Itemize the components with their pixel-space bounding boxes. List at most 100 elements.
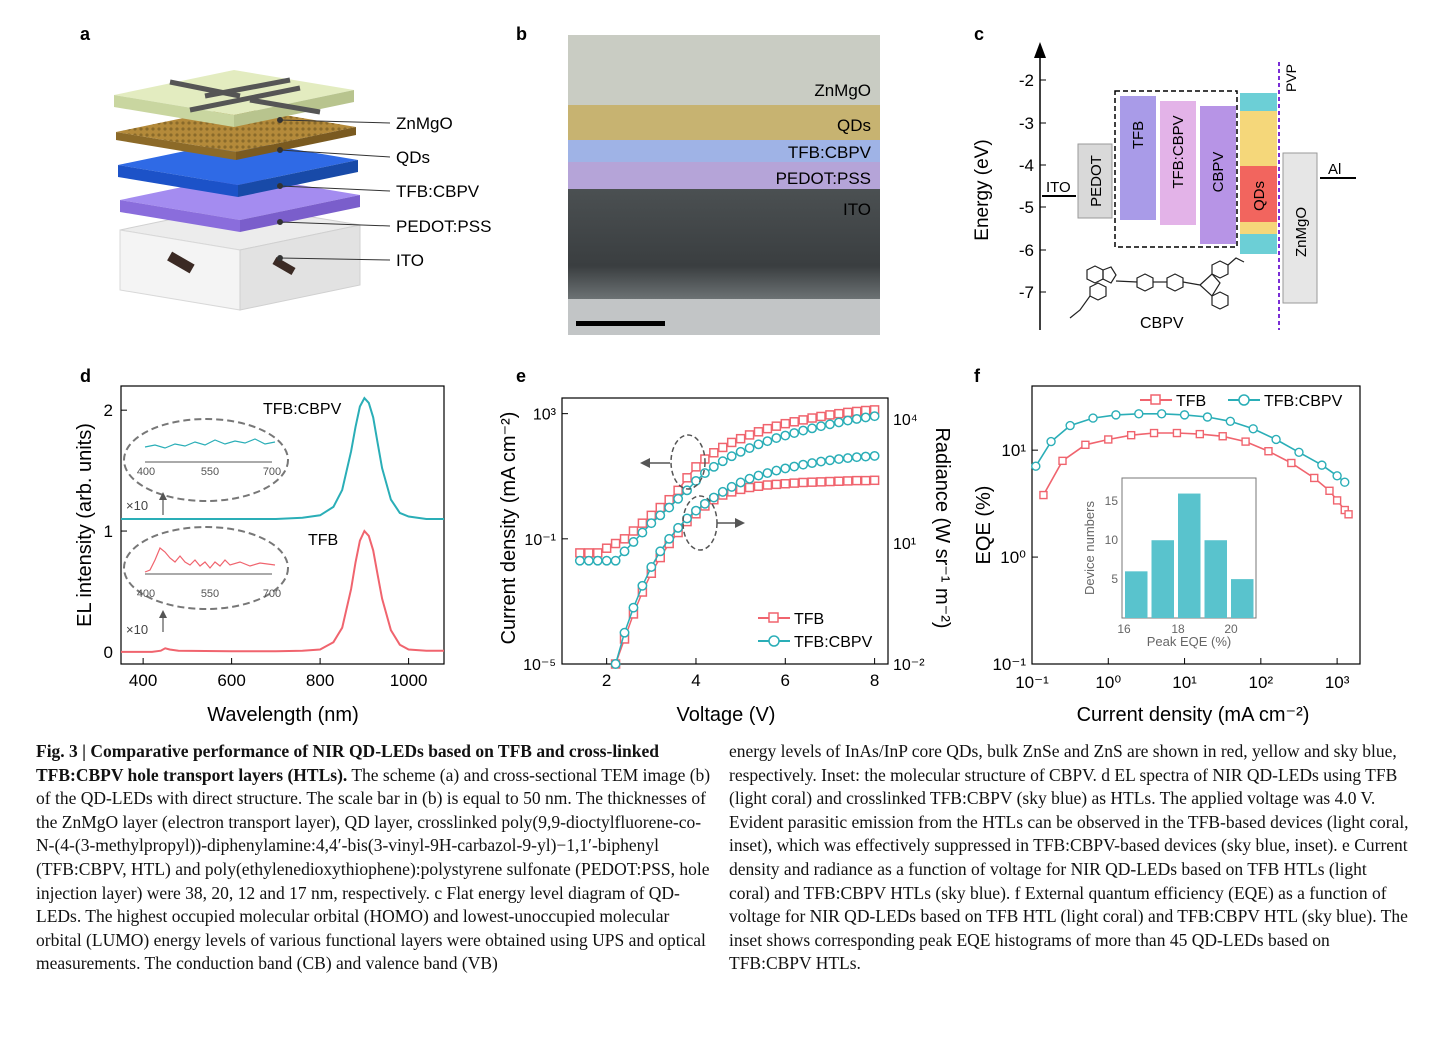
f-point xyxy=(1344,510,1353,519)
d-xtick-label: 800 xyxy=(306,671,334,690)
e-point xyxy=(664,502,675,513)
e-point xyxy=(655,510,666,521)
cbpv-molecule-icon xyxy=(1069,257,1245,319)
e-point xyxy=(610,659,621,669)
e-point xyxy=(843,476,853,486)
svg-text:-6: -6 xyxy=(1019,241,1034,260)
e-point xyxy=(780,418,791,429)
e-plot-area: 2 4 6 8 10⁻⁵ 10⁻¹ 10³ xyxy=(523,405,880,690)
e-xtick-label: 8 xyxy=(870,671,879,690)
e-point xyxy=(646,518,657,529)
e-point xyxy=(592,555,603,566)
f-point xyxy=(1039,490,1048,500)
e-point xyxy=(646,510,657,521)
f-point xyxy=(1271,434,1281,445)
label-ito: ITO xyxy=(396,251,424,270)
panel-a: a Zn xyxy=(80,24,491,311)
e-point xyxy=(744,473,755,484)
e-point xyxy=(699,498,710,509)
f-xtick-label: 10⁰ xyxy=(1095,673,1121,692)
e-point xyxy=(842,453,853,464)
tem-ito xyxy=(568,189,880,299)
inset-tfbcbpv xyxy=(123,418,289,502)
svg-text:-7: -7 xyxy=(1019,283,1034,302)
pedot-layer xyxy=(120,175,360,220)
e-legend: TFB TFB:CBPV xyxy=(758,611,873,651)
e-point xyxy=(807,477,817,487)
d-ylabel: EL intensity (arb. units) xyxy=(74,423,96,627)
svg-text:10: 10 xyxy=(1105,533,1119,547)
e-point xyxy=(619,534,630,544)
inset-bar xyxy=(1204,540,1227,618)
e-point xyxy=(860,451,871,462)
e-point xyxy=(789,461,800,472)
e-point xyxy=(824,455,835,466)
f-point xyxy=(1156,409,1167,419)
label-tfbcbpv: TFB:CBPV xyxy=(396,182,480,201)
e-point xyxy=(655,546,666,557)
tem-label-ito: ITO xyxy=(843,200,871,219)
f-point xyxy=(1172,428,1182,438)
e-point xyxy=(726,451,737,462)
qd-znse-bottom xyxy=(1240,222,1277,234)
tem-znmgo xyxy=(568,35,880,105)
e-point xyxy=(807,413,817,423)
f-point xyxy=(1340,477,1350,487)
e-point xyxy=(673,485,683,496)
e-ylabel-left: Current density (mA cm⁻²) xyxy=(498,412,520,645)
inset-tfb xyxy=(123,526,289,610)
e-point xyxy=(708,492,719,503)
e-point xyxy=(646,562,657,572)
d-xtick-label: 600 xyxy=(217,671,245,690)
f-plot-area: 10⁻¹ 10⁰ 10¹ 10² 10³ 10⁻¹ 10⁰ 10¹ xyxy=(992,409,1353,692)
svg-text:10¹: 10¹ xyxy=(893,536,916,553)
qd-zns-top xyxy=(1240,93,1277,111)
f-legend: TFB TFB:CBPV xyxy=(1140,393,1343,410)
f-point xyxy=(1248,424,1258,434)
e-point xyxy=(584,548,594,558)
e-point xyxy=(718,442,728,453)
f-point xyxy=(1325,486,1334,495)
d-ytick-label: 0 xyxy=(104,643,113,662)
svg-text:-5: -5 xyxy=(1019,198,1034,217)
e-point xyxy=(682,485,692,496)
e-point xyxy=(825,476,835,487)
e-point xyxy=(771,479,782,490)
e-point xyxy=(717,486,728,497)
d-xlabel: Wavelength (nm) xyxy=(207,704,359,726)
e-point xyxy=(709,448,719,458)
d-ytick-label: 2 xyxy=(104,401,113,420)
e-xtick-label: 2 xyxy=(602,671,611,690)
cbpv-name: CBPV xyxy=(1140,315,1184,332)
svg-text:18: 18 xyxy=(1171,622,1185,636)
e-point xyxy=(807,458,818,469)
svg-text:TFB: TFB xyxy=(794,611,824,628)
e-point xyxy=(574,555,585,566)
tem-qds xyxy=(568,105,880,140)
f-point xyxy=(1058,456,1067,466)
e-ytick-label: 10⁻¹ xyxy=(524,532,556,549)
inset-bar xyxy=(1231,579,1254,618)
svg-text:-2: -2 xyxy=(1019,71,1034,90)
d-frame xyxy=(120,385,445,665)
e-point xyxy=(699,468,710,479)
e-point xyxy=(798,459,809,470)
f-line xyxy=(1035,412,1346,483)
e-point xyxy=(610,555,621,566)
svg-text:Al: Al xyxy=(1328,161,1341,178)
f-xlabel: Current density (mA cm⁻²) xyxy=(1077,704,1310,726)
e-point xyxy=(583,555,594,566)
panel-label-c: c xyxy=(974,24,984,44)
panel-label-a: a xyxy=(80,24,91,44)
e-point xyxy=(762,423,773,434)
svg-text:20: 20 xyxy=(1224,622,1238,636)
e-point xyxy=(762,436,773,447)
e-point xyxy=(691,505,701,516)
e-point xyxy=(628,526,639,536)
svg-text:ITO: ITO xyxy=(1046,179,1071,196)
d-series-tfbcbpv xyxy=(121,396,444,520)
e-point xyxy=(816,411,826,422)
e-point xyxy=(753,439,764,450)
svg-text:16: 16 xyxy=(1117,622,1131,636)
e-point xyxy=(780,463,791,474)
